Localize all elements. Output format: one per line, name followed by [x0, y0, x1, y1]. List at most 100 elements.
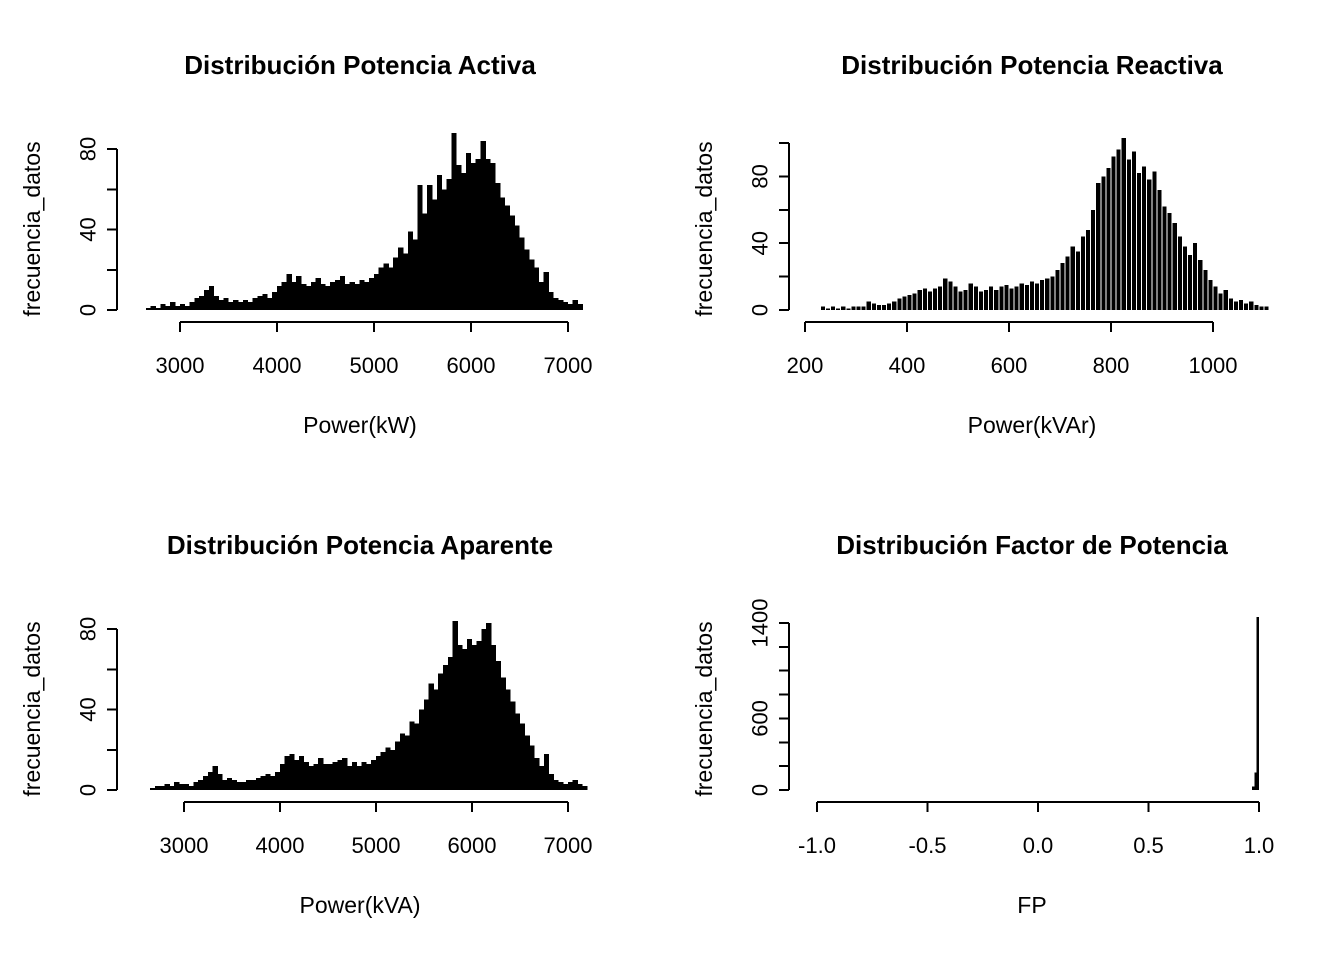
- histogram-bar: [562, 301, 569, 310]
- histogram-bar: [262, 293, 268, 310]
- subplot-potencia-reactiva: 0 40 80 200 400 600 800 1000 Distribución Poten…: [672, 0, 1344, 480]
- histogram-bar: [179, 303, 186, 310]
- histogram-bar: [1050, 276, 1055, 310]
- histogram-bar: [351, 761, 357, 790]
- histogram-bar: [1208, 279, 1213, 310]
- y-tick-label: 80: [76, 617, 101, 641]
- histogram-bar: [373, 273, 380, 310]
- histogram-bar: [1060, 263, 1065, 310]
- histogram-bar: [933, 288, 938, 310]
- x-tick-label: 4000: [256, 833, 305, 858]
- y-axis-label: frecuencia_datos: [691, 141, 717, 317]
- histogram-bar: [476, 641, 482, 790]
- histogram-bar: [404, 735, 410, 790]
- histogram-bar: [364, 281, 370, 310]
- histogram-bars-group: [1252, 617, 1260, 790]
- histogram-bar: [291, 281, 297, 310]
- subplot-potencia-activa: 0 40 80 3000 4000 5000 6000 7000 Distribución P…: [0, 0, 672, 480]
- histogram-bar: [846, 308, 851, 310]
- histogram-bar: [447, 657, 453, 790]
- histogram-bar: [1264, 306, 1269, 310]
- histogram-bar: [871, 303, 876, 310]
- histogram-bar: [174, 781, 180, 790]
- histogram-bar: [1203, 269, 1208, 310]
- histogram-bar: [155, 785, 161, 790]
- histogram-bar: [395, 741, 401, 790]
- histogram-bar: [524, 249, 530, 311]
- histogram-bar: [999, 286, 1004, 310]
- x-tick-label: 3000: [160, 833, 209, 858]
- histogram-bar: [270, 775, 276, 790]
- histogram-bar: [452, 620, 458, 790]
- histogram-bar: [825, 308, 830, 310]
- histogram-bar: [212, 765, 218, 790]
- histogram-bar: [1157, 189, 1162, 310]
- histogram-bar: [385, 747, 391, 790]
- histogram-bar: [305, 285, 312, 310]
- histogram-bar: [457, 645, 463, 790]
- histogram-bar: [349, 281, 355, 310]
- x-tick-label: 7000: [544, 353, 593, 378]
- histogram-bar: [495, 183, 501, 310]
- histogram-bar: [958, 291, 963, 310]
- histogram-bar: [533, 267, 540, 310]
- histogram-bar: [456, 165, 462, 310]
- histogram-bar: [383, 263, 389, 310]
- histogram-bar: [246, 779, 252, 790]
- y-tick-label: 0: [76, 784, 101, 796]
- histogram-bar: [255, 777, 261, 790]
- histogram-bar: [296, 275, 302, 310]
- histogram-bar: [577, 303, 583, 310]
- histogram-bar: [207, 771, 213, 790]
- histogram-bar: [208, 285, 215, 310]
- histogram-bar: [567, 303, 574, 310]
- histogram-bar: [548, 291, 554, 310]
- histogram-bar: [313, 763, 319, 790]
- histogram-bar: [419, 709, 425, 790]
- x-tick-label: 3000: [156, 353, 205, 378]
- histogram-bar: [327, 763, 333, 790]
- histogram-bar: [897, 298, 902, 310]
- histogram-bar: [155, 307, 161, 310]
- histogram-bar: [228, 301, 234, 310]
- histogram-bar: [514, 225, 520, 310]
- histogram-bar: [318, 757, 324, 790]
- histogram-bar: [380, 751, 386, 790]
- histogram-bar: [892, 301, 897, 310]
- histogram-bar: [342, 757, 348, 790]
- y-tick-label: 0: [748, 304, 773, 316]
- histogram-bar: [339, 275, 346, 310]
- histogram-bar: [320, 283, 326, 310]
- y-tick-label: 40: [76, 217, 101, 241]
- histogram-bar: [1188, 254, 1193, 310]
- histogram-bar: [948, 281, 953, 310]
- histogram-bar: [567, 781, 573, 790]
- histogram-bar: [366, 763, 372, 790]
- histogram-bar: [150, 787, 156, 790]
- y-tick-label: 0: [748, 784, 773, 796]
- histogram-bar: [499, 197, 506, 310]
- histogram-bar: [289, 753, 295, 790]
- histogram-bar: [303, 761, 309, 790]
- histogram-bar: [963, 289, 968, 310]
- histogram-bar: [368, 277, 375, 310]
- histogram-bar: [150, 305, 156, 310]
- histogram-bar: [1137, 173, 1142, 310]
- histogram-bar: [242, 299, 249, 310]
- histogram-bar: [1101, 176, 1106, 310]
- histogram-bar: [851, 306, 856, 310]
- histogram-bar: [882, 304, 887, 310]
- histogram-bar: [538, 281, 544, 310]
- histogram-bar: [1009, 288, 1014, 310]
- y-tick-label: 600: [748, 700, 773, 737]
- y-tick-label: 80: [76, 137, 101, 161]
- x-axis-label: Power(kW): [303, 412, 417, 438]
- histogram-bar: [252, 297, 258, 310]
- histogram-bar: [344, 283, 350, 310]
- x-axis-label: Power(kVAr): [967, 412, 1097, 438]
- histogram-bar: [1070, 246, 1075, 310]
- histogram-bar: [1172, 223, 1177, 310]
- histogram-bar: [203, 775, 209, 790]
- histogram-bar: [876, 304, 881, 310]
- histogram-bar: [505, 689, 511, 791]
